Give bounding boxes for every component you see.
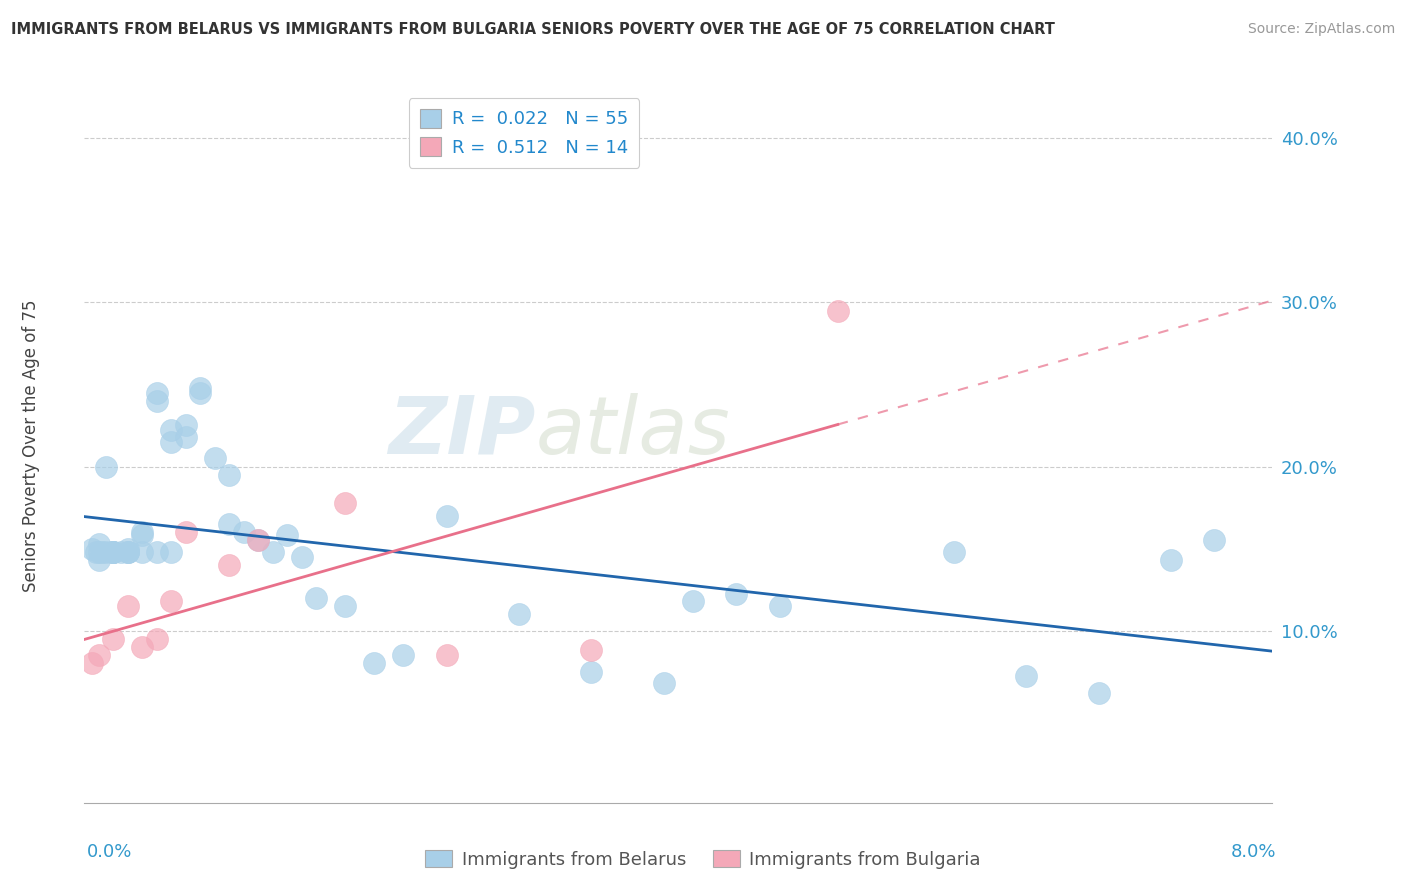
Point <box>80 541 103 556</box>
Point <box>117 541 139 556</box>
Point <box>160 424 183 438</box>
Point <box>725 587 748 601</box>
Point <box>103 545 125 559</box>
Point <box>174 525 197 540</box>
Point <box>652 676 675 690</box>
Point <box>87 536 110 550</box>
Point <box>218 558 240 572</box>
Point <box>188 381 211 395</box>
Point <box>146 385 169 400</box>
Point <box>333 495 356 509</box>
Point <box>291 549 314 564</box>
Text: Seniors Poverty Over the Age of 75: Seniors Poverty Over the Age of 75 <box>22 300 39 592</box>
Text: atlas: atlas <box>536 392 731 471</box>
Point <box>276 528 298 542</box>
Point <box>103 545 125 559</box>
Legend: Immigrants from Belarus, Immigrants from Bulgaria: Immigrants from Belarus, Immigrants from… <box>418 843 988 876</box>
Text: Source: ZipAtlas.com: Source: ZipAtlas.com <box>1247 22 1395 37</box>
Point <box>80 657 103 671</box>
Point <box>1015 669 1038 683</box>
Point <box>117 545 139 559</box>
Point <box>103 545 125 559</box>
Point <box>305 591 328 605</box>
Text: ZIP: ZIP <box>388 392 536 471</box>
Point <box>436 648 458 662</box>
Point <box>90 545 112 559</box>
Point <box>363 657 385 671</box>
Point <box>942 545 965 559</box>
Point <box>110 545 132 559</box>
Point <box>232 525 254 540</box>
Point <box>146 632 169 646</box>
Point <box>581 643 603 657</box>
Point <box>131 528 153 542</box>
Point <box>117 599 139 613</box>
Text: IMMIGRANTS FROM BELARUS VS IMMIGRANTS FROM BULGARIA SENIORS POVERTY OVER THE AGE: IMMIGRANTS FROM BELARUS VS IMMIGRANTS FR… <box>11 22 1054 37</box>
Point <box>160 434 183 449</box>
Point <box>87 553 110 567</box>
Point <box>174 418 197 433</box>
Point <box>827 303 849 318</box>
Point <box>160 545 183 559</box>
Point <box>333 599 356 613</box>
Point <box>131 640 153 654</box>
Text: 8.0%: 8.0% <box>1232 843 1277 861</box>
Point <box>1087 686 1109 700</box>
Point <box>1160 553 1182 567</box>
Point <box>188 385 211 400</box>
Point <box>247 533 270 548</box>
Point <box>682 594 704 608</box>
Point <box>174 430 197 444</box>
Point <box>84 545 107 559</box>
Point <box>436 508 458 523</box>
Point <box>117 545 139 559</box>
Point <box>247 533 270 548</box>
Point <box>103 545 125 559</box>
Point <box>581 665 603 679</box>
Point <box>94 545 117 559</box>
Point <box>146 545 169 559</box>
Point <box>392 648 415 662</box>
Point <box>160 594 183 608</box>
Point <box>218 516 240 531</box>
Point <box>204 451 226 466</box>
Point <box>262 545 284 559</box>
Text: 0.0%: 0.0% <box>87 843 132 861</box>
Point <box>769 599 792 613</box>
Point <box>87 648 110 662</box>
Point <box>103 632 125 646</box>
Point <box>94 459 117 474</box>
Point <box>131 545 153 559</box>
Point <box>508 607 530 622</box>
Point <box>146 393 169 408</box>
Point <box>103 545 125 559</box>
Point <box>117 545 139 559</box>
Point <box>218 467 240 482</box>
Point <box>1204 533 1226 548</box>
Point <box>131 525 153 540</box>
Legend: R =  0.022   N = 55, R =  0.512   N = 14: R = 0.022 N = 55, R = 0.512 N = 14 <box>409 98 640 168</box>
Point <box>87 545 110 559</box>
